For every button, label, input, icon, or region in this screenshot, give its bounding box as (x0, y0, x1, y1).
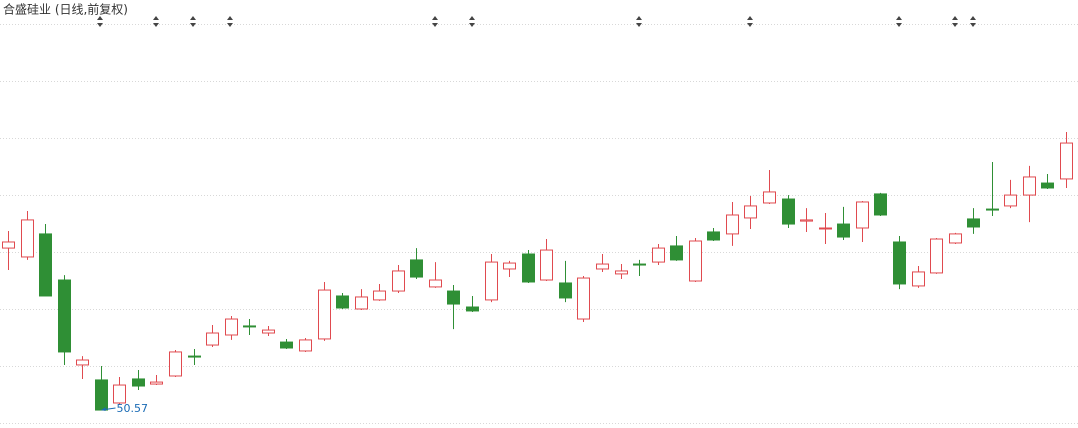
candle-body (58, 279, 71, 353)
chart-title: 合盛硅业 (日线,前复权) (3, 2, 128, 17)
candle-body (1060, 142, 1073, 180)
candle-body (2, 241, 15, 249)
candle-body (874, 193, 887, 216)
candle-body (392, 270, 405, 292)
candle-body (95, 379, 108, 411)
candle-body (522, 253, 535, 283)
event-flag (97, 16, 103, 27)
candle-body (188, 355, 201, 358)
candle-body (670, 245, 683, 261)
event-flag (190, 16, 196, 27)
candle-body (540, 249, 553, 281)
event-flags (97, 16, 976, 27)
candle-body (633, 263, 646, 266)
candle-body (986, 208, 999, 211)
candle-body (150, 381, 163, 385)
candle-body (782, 198, 795, 225)
candle-body (318, 289, 331, 340)
low-label: 50.57 (117, 402, 149, 415)
candle-body (39, 233, 52, 297)
candle-body (447, 290, 460, 305)
candle-body (503, 262, 516, 270)
event-flag (227, 16, 233, 27)
event-flag (432, 16, 438, 27)
candle-body (243, 325, 256, 328)
candle-body (113, 384, 126, 404)
candle-body (689, 240, 702, 282)
candle-body (76, 359, 89, 366)
candle-body (373, 290, 386, 301)
grid (0, 24, 1078, 424)
candle-body (912, 271, 925, 287)
candle-body (1004, 194, 1017, 207)
candle-body (559, 282, 572, 299)
candle-body (652, 247, 665, 263)
candle-body (169, 351, 182, 377)
candle-body (485, 261, 498, 301)
candle-body (819, 227, 832, 230)
candle-body (930, 238, 943, 274)
event-flag (747, 16, 753, 27)
candle-body (726, 214, 739, 235)
event-flag (469, 16, 475, 27)
candle-body (744, 205, 757, 219)
candle-body (280, 341, 293, 349)
candle-body (429, 279, 442, 288)
candle-body (1041, 182, 1054, 189)
candle-body (615, 270, 628, 275)
event-flag (153, 16, 159, 27)
candle-body (596, 263, 609, 270)
candle-body (949, 233, 962, 244)
event-flag (970, 16, 976, 27)
candle-body (410, 259, 423, 278)
candle-body (1023, 176, 1036, 196)
candle-body (800, 219, 813, 222)
event-flag (636, 16, 642, 27)
event-flag (952, 16, 958, 27)
candle-body (763, 191, 776, 204)
candle-body (837, 223, 850, 238)
candle-body (132, 378, 145, 387)
candle-body (893, 241, 906, 285)
candle-body (577, 277, 590, 320)
candle-body (206, 332, 219, 346)
candle-body (21, 219, 34, 258)
candle-body (707, 231, 720, 241)
candle-body (967, 218, 980, 228)
candle-body (856, 201, 869, 229)
low-pointer-head (101, 407, 106, 412)
candle-body (336, 295, 349, 309)
candle-body (355, 296, 368, 310)
candle-body (466, 306, 479, 312)
event-flag (896, 16, 902, 27)
candle-body (262, 329, 275, 334)
candle-body (225, 318, 238, 336)
candle-body (299, 339, 312, 352)
